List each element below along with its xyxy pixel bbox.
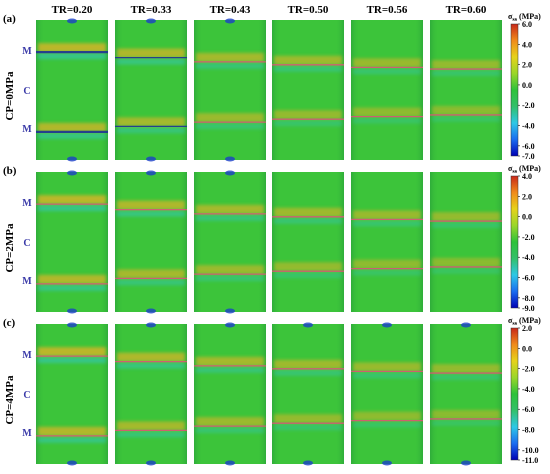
- contour-panels: [36, 18, 520, 466]
- contour-panel-r1-c3: [272, 172, 344, 312]
- colorbar-tick-r2-6: -10.0: [522, 446, 539, 455]
- column-header-tr-5: TR=0.60: [446, 4, 487, 16]
- colorbar-title-1: σss (MPa): [508, 164, 541, 175]
- contour-panel-r0-c5: [430, 20, 502, 160]
- colorbar-tick-r1-2: 0.0: [522, 213, 532, 222]
- contour-panel-r2-c2: [194, 322, 266, 466]
- contour-panel-r1-c2: [194, 170, 266, 314]
- zone-label-mudstone-1-2: M: [22, 276, 32, 287]
- colorbar-1: [510, 175, 519, 309]
- colorbar-tick-r2-3: -4.0: [522, 385, 535, 394]
- zone-label-mudstone-2-0: M: [22, 350, 32, 361]
- contour-panel-r2-c3: [272, 322, 344, 466]
- colorbar-tick-r0-7: -7.0: [522, 152, 535, 161]
- confining-pressure-label-0: CP=0MPa: [4, 71, 16, 121]
- contour-panel-r2-c1: [115, 322, 187, 466]
- colorbar-tick-r1-7: -9.0: [522, 304, 535, 313]
- colorbar-2: [510, 327, 519, 461]
- contour-panel-r1-c4: [351, 172, 423, 312]
- column-header-tr-0: TR=0.20: [52, 4, 93, 16]
- column-header-tr-3: TR=0.50: [288, 4, 329, 16]
- colorbar-tick-r0-2: 2.0: [522, 61, 532, 70]
- colorbar-tick-r1-5: -6.0: [522, 274, 535, 283]
- contour-panel-r0-c0: [36, 18, 108, 162]
- colorbar-tick-r0-3: 0.0: [522, 81, 532, 90]
- colorbar-tick-r2-4: -6.0: [522, 405, 535, 414]
- contour-panel-r2-c4: [351, 322, 423, 466]
- colorbar-tick-r0-0: 6.0: [522, 20, 532, 29]
- contour-panel-r0-c3: [272, 20, 344, 160]
- colorbar-tick-r2-7: -11.0: [522, 456, 538, 465]
- column-header-tr-4: TR=0.56: [367, 4, 408, 16]
- colorbar-tick-r0-4: -2.0: [522, 101, 535, 110]
- colorbar-tick-r1-3: -2.0: [522, 233, 535, 242]
- contour-panel-r0-c2: [194, 18, 266, 162]
- colorbar-0: [510, 23, 519, 157]
- zone-label-coal-1-1: C: [23, 238, 30, 249]
- panel-letter-0: (a): [3, 13, 16, 25]
- contour-panel-r2-c0: [36, 322, 108, 466]
- colorbar-tick-r1-1: 2.0: [522, 192, 532, 201]
- contour-panel-r1-c1: [115, 170, 187, 314]
- zone-label-mudstone-0-2: M: [22, 124, 32, 135]
- zone-label-mudstone-2-2: M: [22, 428, 32, 439]
- column-header-tr-1: TR=0.33: [131, 4, 172, 16]
- contour-panel-r0-c1: [115, 18, 187, 162]
- panel-letter-1: (b): [3, 165, 17, 177]
- confining-pressure-label-1: CP=2MPa: [4, 223, 16, 273]
- colorbar-tick-r2-0: 2.0: [522, 324, 532, 333]
- zone-label-coal-2-1: C: [23, 390, 30, 401]
- column-header-tr-2: TR=0.43: [210, 4, 251, 16]
- contour-panel-r1-c0: [36, 170, 108, 314]
- zone-label-mudstone-0-0: M: [22, 46, 32, 57]
- colorbar-tick-r2-5: -8.0: [522, 426, 535, 435]
- colorbar-tick-r0-6: -6.0: [522, 142, 535, 151]
- figure-labels: TR=0.20 TR=0.33 TR=0.43 TR=0.50 TR=0.56 TR=0.…: [3, 4, 541, 465]
- colorbar-title-0: σss (MPa): [508, 12, 541, 23]
- contour-panel-r2-c5: [430, 322, 502, 466]
- contour-panel-r1-c5: [430, 172, 502, 312]
- colorbar-tick-r0-5: -4.0: [522, 122, 535, 131]
- colorbar-tick-r1-6: -8.0: [522, 294, 535, 303]
- zone-label-coal-0-1: C: [23, 86, 30, 97]
- zone-label-mudstone-1-0: M: [22, 198, 32, 209]
- colorbar-tick-r1-4: -4.0: [522, 253, 535, 262]
- colorbar-tick-r0-1: 4.0: [522, 40, 532, 49]
- confining-pressure-label-2: CP=4MPa: [4, 375, 16, 425]
- colorbar-tick-r2-1: 0.0: [522, 344, 532, 353]
- colorbar-title-2: σss (MPa): [508, 316, 541, 327]
- panel-letter-2: (c): [3, 317, 16, 329]
- colorbar-tick-r1-0: 4.0: [522, 172, 532, 181]
- colorbar-tick-r2-2: -2.0: [522, 365, 535, 374]
- contour-panel-r0-c4: [351, 20, 423, 160]
